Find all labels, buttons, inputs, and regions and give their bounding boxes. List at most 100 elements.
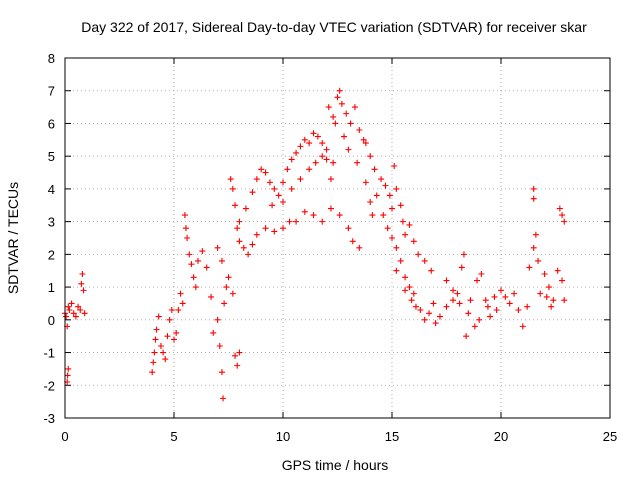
data-point	[186, 251, 193, 258]
data-point	[192, 284, 199, 291]
data-point	[327, 205, 334, 212]
data-point	[561, 297, 568, 304]
data-point	[327, 176, 334, 183]
data-point	[367, 153, 374, 160]
data-point	[380, 212, 387, 219]
data-point	[524, 303, 531, 310]
data-point	[408, 297, 415, 304]
data-point	[535, 257, 542, 264]
x-tick-label: 5	[170, 429, 177, 444]
y-axis-label: SDTVAR / TECUs	[5, 182, 21, 294]
data-point	[236, 218, 243, 225]
data-point	[253, 231, 260, 238]
data-point	[345, 225, 352, 232]
data-point	[153, 326, 160, 333]
data-point	[389, 235, 395, 241]
data-point	[332, 120, 339, 127]
data-point	[443, 277, 450, 284]
data-point	[399, 218, 406, 225]
data-point	[214, 244, 221, 251]
data-point	[373, 192, 380, 199]
chart-title: Day 322 of 2017, Sidereal Day-to-day VTE…	[81, 19, 587, 35]
data-point	[393, 244, 400, 251]
grid	[65, 58, 610, 418]
y-tick-label: 1	[48, 280, 55, 295]
data-point	[232, 202, 239, 209]
data-point	[386, 192, 393, 199]
data-point	[541, 271, 548, 277]
data-point	[530, 185, 537, 192]
data-point	[351, 104, 358, 111]
data-point	[456, 300, 463, 307]
data-point	[301, 208, 308, 215]
data-point	[293, 218, 300, 225]
data-point	[210, 329, 217, 336]
data-point	[284, 166, 291, 173]
data-point	[410, 290, 417, 297]
data-point	[421, 257, 428, 264]
data-point	[75, 303, 82, 310]
data-point	[498, 287, 504, 294]
data-point	[72, 313, 79, 320]
y-tick-label: -3	[43, 411, 55, 426]
data-point	[78, 280, 85, 287]
data-point	[334, 94, 341, 101]
data-point	[179, 300, 186, 307]
y-tick-label: 0	[48, 313, 55, 328]
data-point	[65, 303, 72, 310]
data-point	[432, 320, 439, 327]
data-point	[275, 192, 282, 199]
data-point	[530, 244, 537, 251]
data-point	[293, 149, 300, 156]
data-point	[369, 212, 376, 219]
data-point	[199, 248, 206, 255]
data-point	[249, 189, 256, 196]
data-point	[225, 274, 232, 281]
data-point	[208, 293, 215, 300]
data-point	[227, 176, 234, 183]
data-point	[426, 310, 433, 317]
data-point	[162, 356, 169, 363]
data-point	[450, 287, 457, 294]
data-point	[417, 307, 424, 313]
data-point	[314, 133, 321, 140]
data-point	[493, 307, 500, 313]
data-point	[406, 221, 413, 228]
data-point	[476, 316, 483, 323]
data-point	[188, 261, 195, 268]
data-point	[478, 271, 485, 277]
data-point	[269, 202, 276, 209]
data-point	[149, 369, 156, 376]
data-point	[362, 179, 369, 186]
data-point	[234, 225, 241, 232]
data-point	[262, 169, 269, 176]
data-point	[280, 225, 286, 232]
data-point	[280, 199, 286, 205]
data-point	[467, 297, 474, 304]
data-point	[297, 143, 304, 150]
data-point	[218, 369, 225, 376]
data-point	[249, 241, 256, 248]
data-point	[66, 307, 73, 313]
data-point	[152, 336, 159, 343]
y-tick-label: 4	[48, 182, 55, 197]
data-point	[410, 238, 417, 245]
y-tick-label: 7	[48, 84, 55, 99]
data-point	[229, 185, 236, 192]
data-point	[526, 264, 533, 271]
data-point	[402, 287, 409, 294]
data-point	[506, 300, 513, 307]
data-point	[221, 300, 228, 307]
data-point	[336, 87, 343, 94]
x-axis-label: GPS time / hours	[282, 457, 389, 473]
data-point	[454, 290, 461, 297]
data-point	[258, 166, 265, 173]
data-point	[242, 205, 249, 212]
data-point	[482, 297, 489, 304]
data-point	[266, 179, 273, 186]
data-point	[556, 205, 563, 212]
data-point	[181, 212, 188, 219]
y-tick-label: 5	[48, 149, 55, 164]
y-tick-label: -1	[43, 346, 55, 361]
